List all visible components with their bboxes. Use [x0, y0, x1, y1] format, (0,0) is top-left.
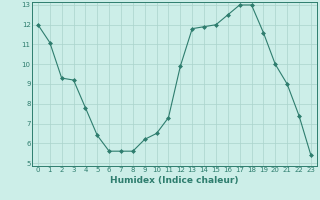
X-axis label: Humidex (Indice chaleur): Humidex (Indice chaleur)	[110, 176, 239, 185]
